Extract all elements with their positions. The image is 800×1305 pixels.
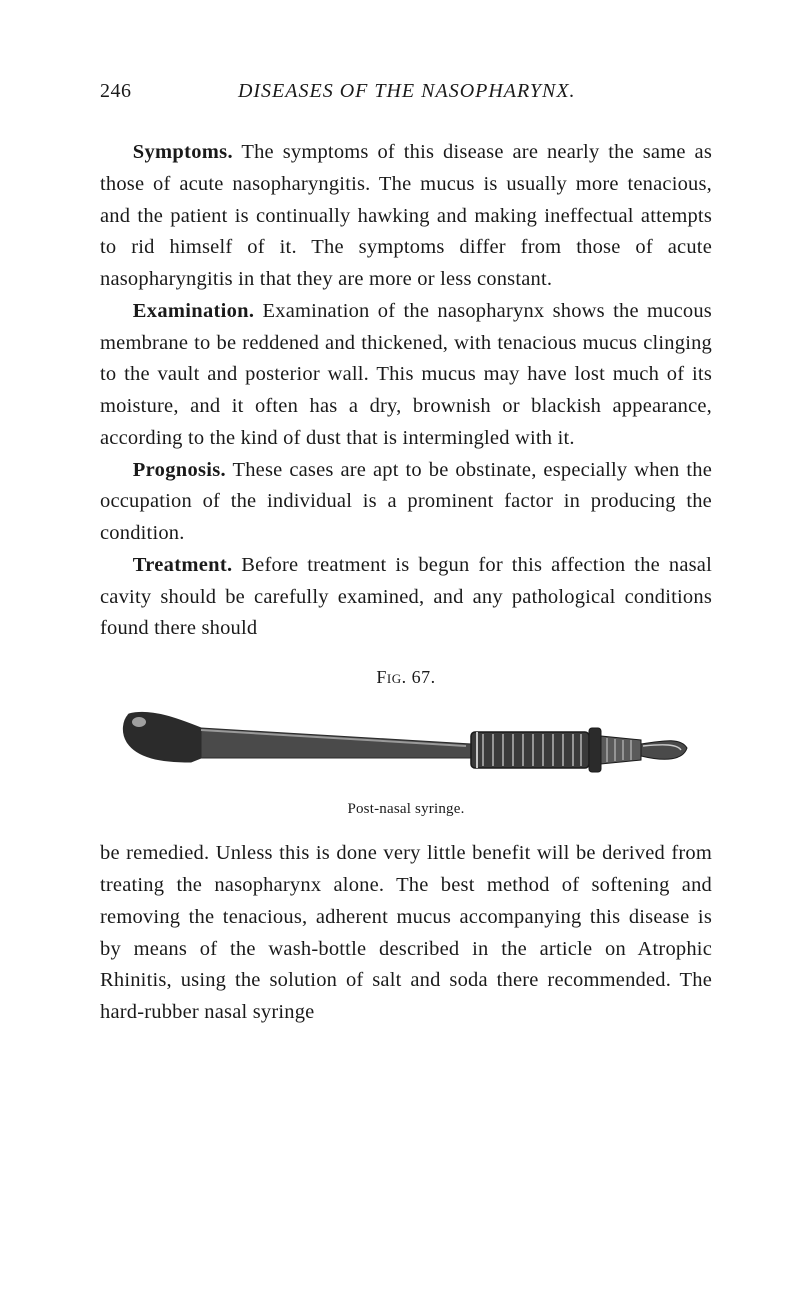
- paragraph-symptoms: Symptoms. The symptoms of this disease a…: [100, 137, 712, 296]
- paragraph-text: The symptoms of this disease are nearly …: [100, 141, 712, 290]
- page-content: 246 DISEASES OF THE NASOPHARYNX. Symptom…: [0, 0, 800, 1089]
- figure-caption: Fig. 67.: [100, 667, 712, 688]
- section-label-treatment: Treatment.: [133, 554, 233, 576]
- paragraph-treatment-1: Treatment. Before treatment is begun for…: [100, 550, 712, 645]
- section-label-symptoms: Symptoms.: [133, 141, 233, 163]
- figure-syringe: [100, 700, 712, 795]
- body-text: Symptoms. The symptoms of this disease a…: [100, 137, 712, 645]
- figure-subcaption: Post-nasal syringe.: [100, 801, 712, 818]
- body-text-continued: be remedied. Unless this is done very li…: [100, 838, 712, 1029]
- paragraph-prognosis: Prognosis. These cases are apt to be obs…: [100, 455, 712, 550]
- syringe-illustration: [121, 700, 691, 790]
- page-header: 246 DISEASES OF THE NASOPHARYNX.: [100, 80, 712, 103]
- paragraph-text: Examination of the nasopharynx shows the…: [100, 300, 712, 449]
- paragraph-text: be remedied. Unless this is done very li…: [100, 842, 712, 1023]
- page-number: 246: [100, 80, 132, 103]
- section-label-examination: Examination.: [133, 300, 255, 322]
- section-label-prognosis: Prognosis.: [133, 459, 226, 481]
- running-title: DISEASES OF THE NASOPHARYNX.: [132, 80, 713, 103]
- paragraph-treatment-2: be remedied. Unless this is done very li…: [100, 838, 712, 1029]
- paragraph-examination: Examination. Examination of the nasophar…: [100, 296, 712, 455]
